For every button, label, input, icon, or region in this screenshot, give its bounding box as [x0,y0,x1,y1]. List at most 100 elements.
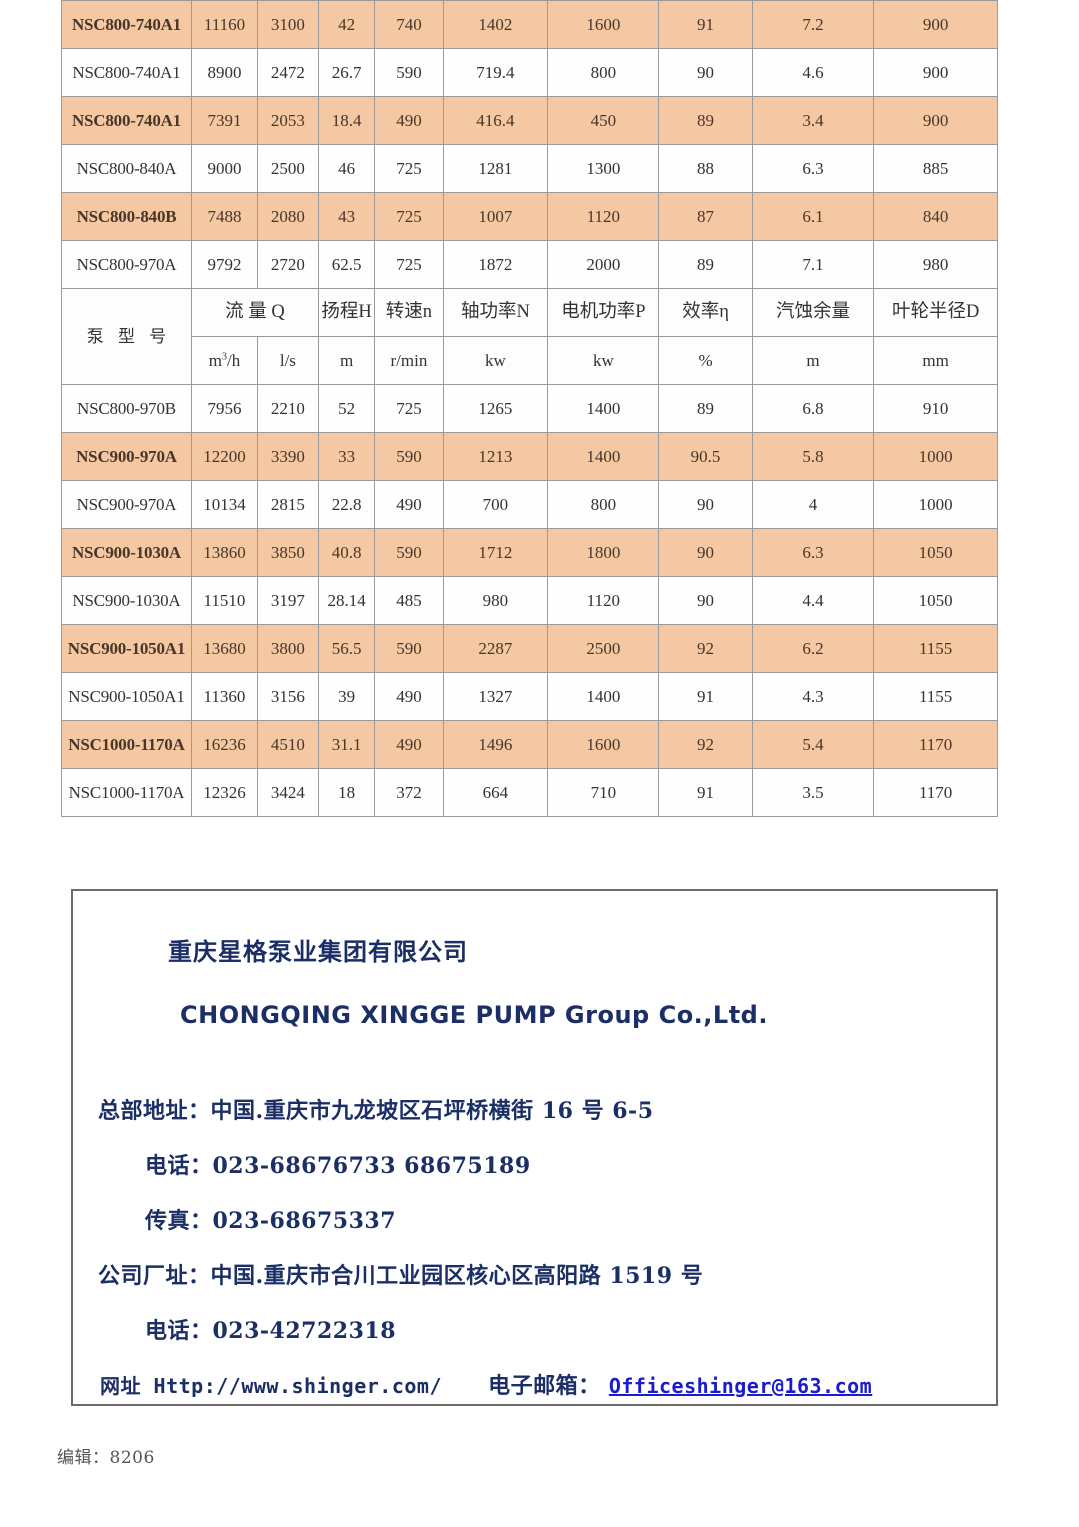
header-unit-cell: r/min [374,336,444,385]
cell-value: 450 [547,96,660,145]
cell-value: 12326 [190,768,259,817]
table-row: NSC800-740A1 8900 2472 26.7 590 719.4 800 90 4.6… [61,48,998,97]
cell-value: 52 [317,384,376,433]
header-cell-efficiency: 效率η [658,288,753,337]
table-row: NSC800-840A 9000 2500 46 725 1281 1300 88 6.3 885 [61,144,998,193]
cell-value: 1400 [547,384,660,433]
header-cell-speed: 转速n [374,288,444,337]
cell-value: 6.1 [751,192,875,241]
cell-value: 39 [317,672,376,721]
cell-model: NSC800-840B [61,192,192,241]
cell-value: 910 [873,384,998,433]
cell-value: 1327 [442,672,549,721]
header-cell-model: 泵 型 号 [61,288,192,385]
cell-value: 3197 [257,576,319,625]
cell-value: 7.2 [751,0,875,49]
cell-value: 9000 [190,144,259,193]
cell-value: 62.5 [317,240,376,289]
cell-value: 7956 [190,384,259,433]
cell-value: 7.1 [751,240,875,289]
cell-value: 2287 [442,624,549,673]
cell-value: 1007 [442,192,549,241]
web-and-email-line: 网址 Http://www.shinger.com/ 电子邮箱： Offices… [73,1368,996,1400]
cell-value: 1155 [873,624,998,673]
header-unit-cell: kw [442,336,549,385]
cell-model: NSC900-1030A [61,576,192,625]
table-row: NSC900-970A 10134 2815 22.8 490 700 800 90 4 1000 [61,480,998,529]
table-row: NSC800-740A1 7391 2053 18.4 490 416.4 450 89 3.4… [61,96,998,145]
cell-value: 6.3 [751,528,875,577]
cell-value: 11360 [190,672,259,721]
cell-value: 10134 [190,480,259,529]
cell-value: 3850 [257,528,319,577]
table-row: NSC900-970A 12200 3390 33 590 1213 1400 90.5 5.8… [61,432,998,481]
table-body-top: NSC800-740A1 11160 3100 42 740 1402 1600 91 7.2 9… [61,0,998,289]
cell-value: 490 [374,672,444,721]
contact-block: 总部地址：中国.重庆市九龙坡区石坪桥横街 16 号 6-5 电话：023-686… [73,1093,996,1400]
company-name-en: CHONGQING XINGGE PUMP Group Co.,Ltd. [180,1001,768,1029]
cell-value: 1120 [547,576,660,625]
cell-value: 2053 [257,96,319,145]
cell-value: 4.6 [751,48,875,97]
header-unit-cell: % [658,336,753,385]
fax-line: 传真：023-68675337 [145,1208,397,1234]
cell-value: 92 [658,624,753,673]
cell-value: 1402 [442,0,549,49]
table-row: NSC800-970B 7956 2210 52 725 1265 1400 89 6.8 910 [61,384,998,433]
cell-value: 89 [658,240,753,289]
hq-address-line: 总部地址：中国.重庆市九龙坡区石坪桥横街 16 号 6-5 [98,1098,654,1124]
cell-value: 26.7 [317,48,376,97]
header-row-units: m3/h l/s m r/min kw kw% m mm [62,336,998,385]
factory-address-line: 公司厂址：中国.重庆市合川工业园区核心区高阳路 1519 号 [98,1263,704,1289]
table-row: NSC900-1030A 13860 3850 40.8 590 1712 1800 90 6.… [61,528,998,577]
cell-value: 900 [873,96,998,145]
company-info-box: 重庆星格泵业集团有限公司 CHONGQING XINGGE PUMP Group… [71,889,998,1406]
cell-value: 22.8 [317,480,376,529]
cell-model: NSC800-970A [61,240,192,289]
cell-model: NSC800-740A1 [61,0,192,49]
cell-value: 1300 [547,144,660,193]
cell-value: 590 [374,432,444,481]
header-cell-head: 扬程H [317,288,376,337]
cell-value: 664 [442,768,549,817]
cell-value: 590 [374,624,444,673]
header-unit-cell: m [317,336,376,385]
cell-value: 490 [374,96,444,145]
hq-phone-line: 电话：023-68676733 68675189 [145,1153,531,1179]
table-row: NSC900-1050A1 13680 3800 56.5 590 2287 2500 92 6… [61,624,998,673]
footer-editor-code: 编辑：8206 [57,1448,155,1468]
cell-model: NSC1000-1170A [61,720,192,769]
cell-value: 2815 [257,480,319,529]
cell-value: 1170 [873,768,998,817]
cell-value: 1213 [442,432,549,481]
header-unit-cell: l/s [257,336,319,385]
cell-value: 42 [317,0,376,49]
cell-value: 800 [547,48,660,97]
cell-value: 5.8 [751,432,875,481]
table-row: NSC800-740A1 11160 3100 42 740 1402 1600 91 7.2 9… [61,0,998,49]
cell-value: 490 [374,480,444,529]
cell-value: 31.1 [317,720,376,769]
header-cell-shaft-power: 轴功率N [442,288,549,337]
cell-value: 2000 [547,240,660,289]
cell-value: 900 [873,48,998,97]
cell-value: 900 [873,0,998,49]
email-link[interactable]: Officeshinger@163.com [608,1374,873,1398]
cell-value: 3156 [257,672,319,721]
table-row: NSC900-1030A 11510 3197 28.14 485 980 1120 90 4.… [61,576,998,625]
factory-phone-line: 电话：023-42722318 [145,1318,397,1344]
cell-value: 3800 [257,624,319,673]
cell-value: 1872 [442,240,549,289]
cell-value: 740 [374,0,444,49]
cell-value: 9792 [190,240,259,289]
cell-value: 1281 [442,144,549,193]
cell-value: 43 [317,192,376,241]
cell-value: 590 [374,48,444,97]
cell-model: NSC900-970A [61,432,192,481]
cell-value: 11160 [190,0,259,49]
cell-value: 90 [658,480,753,529]
cell-value: 89 [658,96,753,145]
header-unit-cell: m3/h [190,336,259,385]
cell-value: 3.4 [751,96,875,145]
cell-model: NSC900-970A [61,480,192,529]
